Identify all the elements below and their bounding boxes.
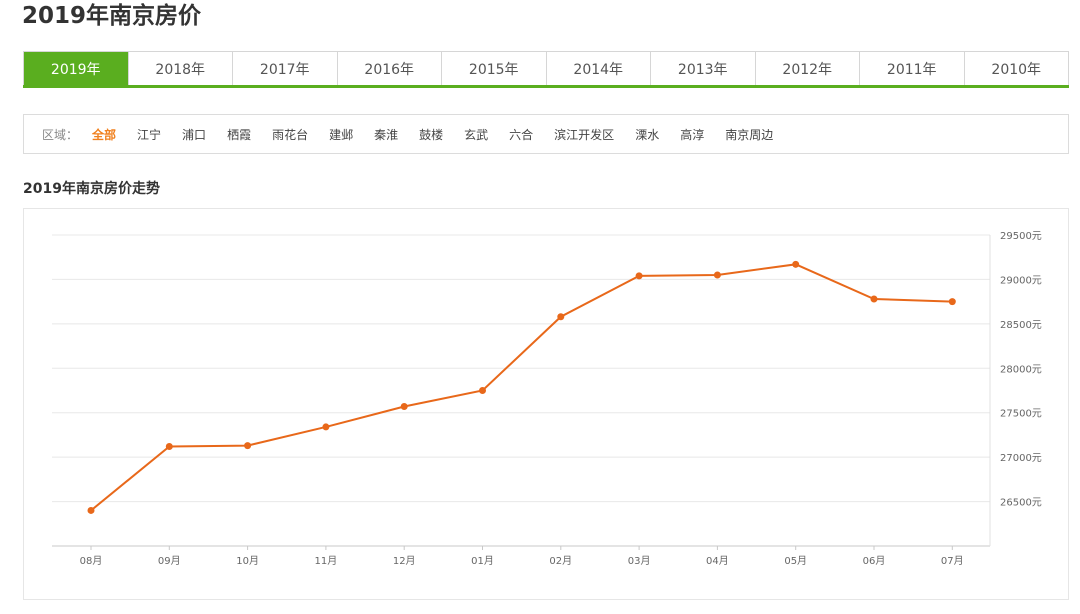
year-tab[interactable]: 2015年 bbox=[441, 52, 546, 85]
region-filter-label: 区域： bbox=[42, 127, 79, 142]
x-tick-label: 05月 bbox=[784, 555, 807, 567]
region-filter-item[interactable]: 建邺 bbox=[329, 127, 354, 142]
page-title: 2019年南京房价 bbox=[22, 3, 202, 29]
region-filter-item[interactable]: 六合 bbox=[509, 127, 534, 142]
region-filter-item[interactable]: 滨江开发区 bbox=[554, 127, 615, 142]
y-tick-label: 26500元 bbox=[1000, 498, 1042, 509]
chart-title: 2019年南京房价走势 bbox=[23, 181, 160, 197]
y-tick-label: 28000元 bbox=[1000, 364, 1042, 375]
region-filter-item[interactable]: 鼓楼 bbox=[419, 127, 444, 142]
region-filter-item[interactable]: 溧水 bbox=[635, 127, 660, 142]
data-point bbox=[713, 271, 721, 279]
year-tab[interactable]: 2014年 bbox=[545, 52, 651, 85]
region-filter-item[interactable]: 栖霞 bbox=[227, 127, 252, 142]
region-filter-item[interactable]: 秦淮 bbox=[374, 127, 399, 142]
data-point bbox=[792, 260, 800, 268]
region-filter-item[interactable]: 玄武 bbox=[464, 127, 489, 142]
year-tabs: 2019年 2018年 2017年 2016年 2015年 2014年 2013年 2012年… bbox=[23, 51, 1069, 88]
year-tab[interactable]: 2013年 bbox=[650, 52, 755, 85]
data-point bbox=[479, 387, 486, 394]
region-filter: 区域： 全部 江宁 浦口 栖霞 雨花台 建邺 秦淮 鼓楼 玄武 六合 滨江开发区 溧水 高淳 南京周边 bbox=[23, 114, 1069, 154]
region-filter-item[interactable]: 雨花台 bbox=[272, 127, 309, 142]
region-filter-item[interactable]: 全部 bbox=[92, 127, 117, 142]
price-trend-chart: 26500元 27000元 27500元 28000元 28500元 29000元 2950… bbox=[52, 231, 1042, 567]
year-tab[interactable]: 2017年 bbox=[232, 52, 337, 85]
x-tick-label: 02月 bbox=[549, 555, 572, 567]
year-tab[interactable]: 2010年 bbox=[963, 52, 1069, 85]
data-point bbox=[87, 506, 95, 514]
data-point bbox=[400, 402, 408, 410]
data-point bbox=[322, 423, 330, 431]
x-tick-label: 08月 bbox=[80, 555, 103, 567]
region-filter-item[interactable]: 浦口 bbox=[182, 127, 207, 142]
year-tab[interactable]: 2011年 bbox=[859, 52, 964, 85]
data-point bbox=[165, 442, 173, 450]
data-point bbox=[557, 313, 565, 321]
x-tick-label: 01月 bbox=[471, 555, 494, 567]
y-tick-label: 27000元 bbox=[1000, 453, 1042, 464]
y-tick-label: 29500元 bbox=[1000, 231, 1042, 242]
year-tab[interactable]: 2018年 bbox=[127, 52, 233, 85]
x-tick-label: 10月 bbox=[236, 555, 259, 567]
x-tick-label: 06月 bbox=[863, 555, 886, 567]
data-point bbox=[948, 298, 956, 306]
region-filter-item[interactable]: 高淳 bbox=[680, 127, 705, 142]
y-tick-label: 29000元 bbox=[1000, 275, 1042, 286]
x-tick-label: 12月 bbox=[393, 555, 416, 567]
data-point bbox=[244, 442, 252, 450]
data-point bbox=[635, 272, 643, 280]
region-filter-item[interactable]: 江宁 bbox=[137, 127, 162, 142]
x-tick-label: 03月 bbox=[628, 555, 651, 567]
chart-container: 26500元 27000元 27500元 28000元 28500元 29000元 2950… bbox=[23, 208, 1069, 600]
x-tick-label: 04月 bbox=[706, 555, 729, 567]
x-tick-label: 09月 bbox=[158, 555, 181, 567]
x-tick-label: 07月 bbox=[941, 555, 964, 567]
data-point bbox=[870, 295, 878, 303]
year-tab[interactable]: 2016年 bbox=[336, 52, 442, 85]
x-tick-label: 11月 bbox=[315, 555, 338, 567]
series-line bbox=[90, 263, 953, 512]
year-tab[interactable]: 2019年 bbox=[24, 52, 128, 85]
year-tab[interactable]: 2012年 bbox=[754, 52, 860, 85]
y-tick-label: 28500元 bbox=[1000, 320, 1042, 331]
region-filter-item[interactable]: 南京周边 bbox=[725, 127, 774, 142]
y-tick-label: 27500元 bbox=[1000, 409, 1042, 420]
